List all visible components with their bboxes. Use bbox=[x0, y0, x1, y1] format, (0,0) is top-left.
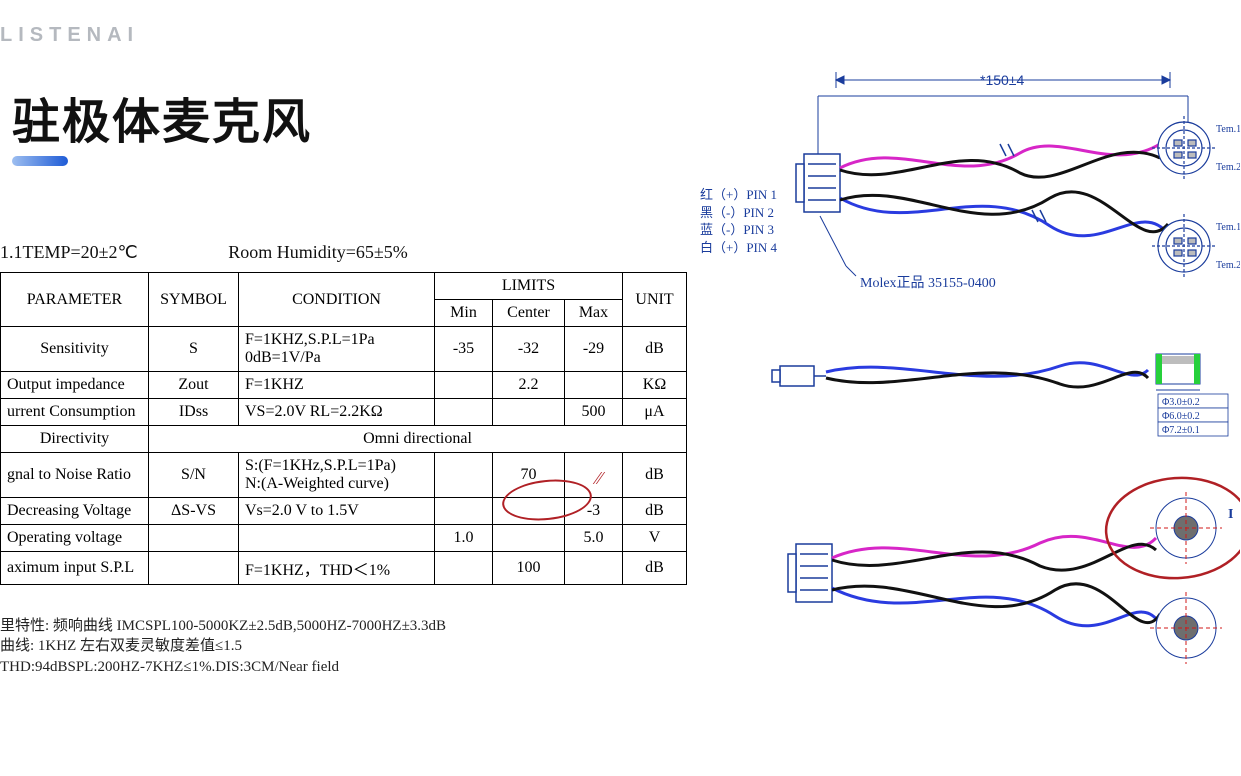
th-center: Center bbox=[493, 300, 565, 327]
cell-param: Directivity bbox=[1, 426, 149, 453]
table-row: Directivity Omni directional bbox=[1, 426, 687, 453]
connector-top-icon bbox=[796, 154, 840, 212]
mic-capsule-top-icon bbox=[1152, 116, 1216, 180]
cell-condition: F=1KHZ，THD＜1% bbox=[239, 552, 435, 585]
footnote-2: 曲线: 1KHZ 左右双麦灵敏度差值≤1.5 bbox=[0, 636, 446, 656]
cell-unit: dB bbox=[623, 552, 687, 585]
dim-d3: Φ7.2±0.1 bbox=[1162, 425, 1200, 436]
cell-min: 1.0 bbox=[435, 525, 493, 552]
humidity-condition: Room Humidity=65±5% bbox=[228, 242, 408, 262]
tem-label: Tem.1 bbox=[1216, 124, 1240, 135]
cell-center bbox=[493, 525, 565, 552]
cell-min bbox=[435, 498, 493, 525]
cell-param: Sensitivity bbox=[1, 327, 149, 372]
diagram-svg: Tem.1 Tem.2 Tem.1 Tem.2 bbox=[700, 58, 1240, 758]
cell-max: -3 bbox=[565, 498, 623, 525]
cell-param: Output impedance bbox=[1, 372, 149, 399]
cell-symbol: Zout bbox=[149, 372, 239, 399]
th-condition: CONDITION bbox=[239, 273, 435, 327]
table-row: Operating voltage 1.0 5.0 V bbox=[1, 525, 687, 552]
footnotes: 里特性: 频响曲线 IMCSPL100-5000KZ±2.5dB,5000HZ-… bbox=[0, 616, 446, 677]
table-body: Sensitivity S F=1KHZ,S.P.L=1Pa 0dB=1V/Pa… bbox=[1, 327, 687, 585]
cell-min bbox=[435, 372, 493, 399]
cell-center: 2.2 bbox=[493, 372, 565, 399]
cell-max: 500 bbox=[565, 399, 623, 426]
wiring-diagram: *150±4 红（+）PIN 1 黑（-）PIN 2 蓝（-）PIN 3 白（+… bbox=[700, 58, 1240, 758]
cell-condition: VS=2.0V RL=2.2KΩ bbox=[239, 399, 435, 426]
mic-capsule-bottom-icon bbox=[1152, 214, 1216, 278]
tem-label: Tem.2 bbox=[1216, 162, 1240, 173]
table-row: Sensitivity S F=1KHZ,S.P.L=1Pa 0dB=1V/Pa… bbox=[1, 327, 687, 372]
capsule-round-top-icon bbox=[1150, 492, 1222, 564]
cell-unit: dB bbox=[623, 498, 687, 525]
capsule-round-bottom-icon bbox=[1150, 592, 1222, 664]
table-row: aximum input S.P.L F=1KHZ，THD＜1% 100 dB bbox=[1, 552, 687, 585]
cell-symbol: IDss bbox=[149, 399, 239, 426]
cell-max: -29 bbox=[565, 327, 623, 372]
cell-param: aximum input S.P.L bbox=[1, 552, 149, 585]
cell-condition: F=1KHZ bbox=[239, 372, 435, 399]
cell-symbol: ΔS-VS bbox=[149, 498, 239, 525]
table-header-row-1: PARAMETER SYMBOL CONDITION LIMITS UNIT bbox=[1, 273, 687, 300]
cell-unit: KΩ bbox=[623, 372, 687, 399]
spec-table: PARAMETER SYMBOL CONDITION LIMITS UNIT M… bbox=[0, 272, 687, 585]
cell-param: Operating voltage bbox=[1, 525, 149, 552]
cell-max bbox=[565, 453, 623, 498]
dim-d2: Φ6.0±0.2 bbox=[1162, 411, 1200, 422]
th-unit: UNIT bbox=[623, 273, 687, 327]
footnote-3: THD:94dBSPL:200HZ-7KHZ≤1%.DIS:3CM/Near f… bbox=[0, 657, 446, 677]
cell-max: 5.0 bbox=[565, 525, 623, 552]
page-title: 驻极体麦克风 bbox=[12, 82, 312, 152]
th-min: Min bbox=[435, 300, 493, 327]
title-underline bbox=[12, 156, 68, 166]
cell-param: Decreasing Voltage bbox=[1, 498, 149, 525]
capsule-side-icon bbox=[1156, 354, 1200, 390]
cell-directivity-span: Omni directional bbox=[149, 426, 687, 453]
capsule-marker-text: I bbox=[1228, 507, 1233, 522]
cell-condition: S:(F=1KHz,S.P.L=1Pa) N:(A-Weighted curve… bbox=[239, 453, 435, 498]
th-parameter: PARAMETER bbox=[1, 273, 149, 327]
dim-d1: Φ3.0±0.2 bbox=[1162, 397, 1200, 408]
footnote-1: 里特性: 频响曲线 IMCSPL100-5000KZ±2.5dB,5000HZ-… bbox=[0, 616, 446, 636]
th-limits: LIMITS bbox=[435, 273, 623, 300]
cell-unit: V bbox=[623, 525, 687, 552]
cell-param: urrent Consumption bbox=[1, 399, 149, 426]
cell-min bbox=[435, 399, 493, 426]
cell-min bbox=[435, 552, 493, 585]
table-row: urrent Consumption IDss VS=2.0V RL=2.2KΩ… bbox=[1, 399, 687, 426]
table-row: gnal to Noise Ratio S/N S:(F=1KHz,S.P.L=… bbox=[1, 453, 687, 498]
cell-unit: μA bbox=[623, 399, 687, 426]
cell-min: -35 bbox=[435, 327, 493, 372]
connector-side-icon bbox=[772, 366, 826, 386]
cell-center bbox=[493, 498, 565, 525]
connector-lower-icon bbox=[788, 544, 832, 602]
tem-label: Tem.2 bbox=[1216, 260, 1240, 271]
cell-param: gnal to Noise Ratio bbox=[1, 453, 149, 498]
cell-symbol: S bbox=[149, 327, 239, 372]
cell-center: 70 bbox=[493, 453, 565, 498]
cell-max bbox=[565, 372, 623, 399]
cell-unit: dB bbox=[623, 453, 687, 498]
cell-unit: dB bbox=[623, 327, 687, 372]
brand-logo: LISTENAI bbox=[0, 24, 139, 47]
table-row: Output impedance Zout F=1KHZ 2.2 KΩ bbox=[1, 372, 687, 399]
tem-label: Tem.1 bbox=[1216, 222, 1240, 233]
cell-min bbox=[435, 453, 493, 498]
cell-condition: Vs=2.0 V to 1.5V bbox=[239, 498, 435, 525]
cell-center bbox=[493, 399, 565, 426]
temp-condition: 1.1TEMP=20±2℃ bbox=[0, 242, 138, 262]
conditions-row: 1.1TEMP=20±2℃ Room Humidity=65±5% bbox=[0, 242, 408, 263]
cell-symbol bbox=[149, 525, 239, 552]
cell-max bbox=[565, 552, 623, 585]
cell-symbol bbox=[149, 552, 239, 585]
cell-symbol: S/N bbox=[149, 453, 239, 498]
th-symbol: SYMBOL bbox=[149, 273, 239, 327]
cell-center: -32 bbox=[493, 327, 565, 372]
cell-center: 100 bbox=[493, 552, 565, 585]
th-max: Max bbox=[565, 300, 623, 327]
table-row: Decreasing Voltage ΔS-VS Vs=2.0 V to 1.5… bbox=[1, 498, 687, 525]
cell-condition bbox=[239, 525, 435, 552]
cell-condition: F=1KHZ,S.P.L=1Pa 0dB=1V/Pa bbox=[239, 327, 435, 372]
